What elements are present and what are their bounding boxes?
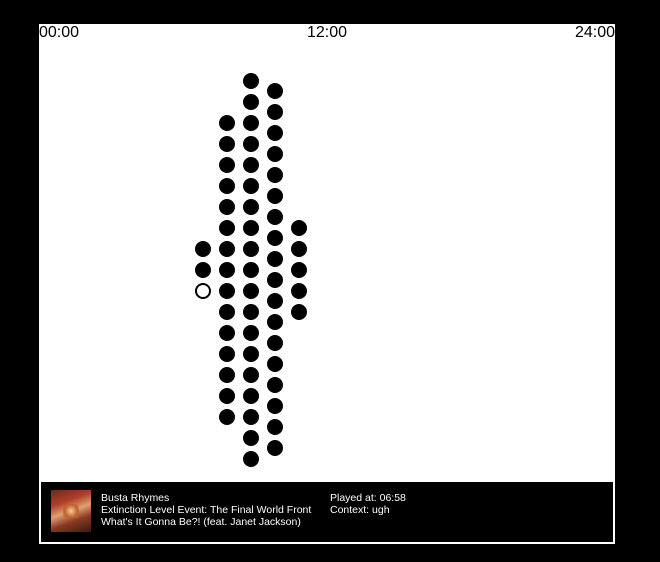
- play-dot[interactable]: [219, 388, 235, 404]
- play-dot[interactable]: [267, 188, 283, 204]
- played-at: Played at: 06:58: [330, 492, 406, 504]
- play-dot[interactable]: [195, 241, 211, 257]
- play-dot[interactable]: [243, 283, 259, 299]
- timeline-panel: 00:00 12:00 24:00 Busta Rhymes Extinctio…: [39, 24, 615, 544]
- play-dot[interactable]: [219, 220, 235, 236]
- play-dot[interactable]: [219, 304, 235, 320]
- play-dot[interactable]: [267, 104, 283, 120]
- play-dot[interactable]: [243, 325, 259, 341]
- play-dot[interactable]: [267, 83, 283, 99]
- play-dot[interactable]: [219, 367, 235, 383]
- play-dot[interactable]: [219, 325, 235, 341]
- play-dot[interactable]: [219, 136, 235, 152]
- play-dot-grid: [39, 24, 615, 480]
- play-dot[interactable]: [243, 304, 259, 320]
- play-dot[interactable]: [219, 241, 235, 257]
- play-dot[interactable]: [267, 440, 283, 456]
- play-dot[interactable]: [219, 283, 235, 299]
- play-dot[interactable]: [267, 314, 283, 330]
- play-dot[interactable]: [243, 73, 259, 89]
- play-dot[interactable]: [243, 430, 259, 446]
- play-dot[interactable]: [267, 125, 283, 141]
- play-dot[interactable]: [219, 346, 235, 362]
- track-name: What's It Gonna Be?! (feat. Janet Jackso…: [101, 516, 301, 528]
- play-dot[interactable]: [267, 209, 283, 225]
- play-dot[interactable]: [219, 115, 235, 131]
- play-dot[interactable]: [243, 262, 259, 278]
- time-label-middle: 12:00: [306, 24, 348, 41]
- album-cover-image: [51, 490, 91, 532]
- play-dot[interactable]: [243, 94, 259, 110]
- play-dot[interactable]: [267, 419, 283, 435]
- play-dot[interactable]: [243, 199, 259, 215]
- play-dot[interactable]: [219, 157, 235, 173]
- play-dot[interactable]: [243, 451, 259, 467]
- play-dot[interactable]: [267, 272, 283, 288]
- play-dot[interactable]: [291, 283, 307, 299]
- play-context: Context: ugh: [330, 504, 390, 516]
- artist-name: Busta Rhymes: [101, 492, 170, 504]
- play-dot[interactable]: [243, 178, 259, 194]
- play-dot[interactable]: [291, 241, 307, 257]
- play-dot[interactable]: [243, 241, 259, 257]
- play-dot[interactable]: [267, 167, 283, 183]
- album-name: Extinction Level Event: The Final World …: [101, 504, 312, 516]
- play-dot[interactable]: [291, 220, 307, 236]
- play-dot[interactable]: [219, 409, 235, 425]
- play-dot[interactable]: [267, 251, 283, 267]
- play-dot[interactable]: [219, 178, 235, 194]
- play-dot[interactable]: [291, 262, 307, 278]
- play-dot[interactable]: [267, 146, 283, 162]
- play-dot[interactable]: [243, 157, 259, 173]
- time-label-end: 24:00: [574, 24, 615, 41]
- play-dot-selected[interactable]: [195, 283, 211, 299]
- play-dot[interactable]: [243, 388, 259, 404]
- play-dot[interactable]: [195, 262, 211, 278]
- play-dot[interactable]: [243, 409, 259, 425]
- play-dot[interactable]: [243, 346, 259, 362]
- play-dot[interactable]: [267, 398, 283, 414]
- play-dot[interactable]: [267, 335, 283, 351]
- play-dot[interactable]: [243, 115, 259, 131]
- play-dot[interactable]: [267, 377, 283, 393]
- play-dot[interactable]: [243, 220, 259, 236]
- play-dot[interactable]: [267, 293, 283, 309]
- track-info: Busta Rhymes Extinction Level Event: The…: [101, 492, 311, 528]
- play-dot[interactable]: [219, 262, 235, 278]
- play-dot[interactable]: [243, 367, 259, 383]
- play-dot[interactable]: [243, 136, 259, 152]
- play-dot[interactable]: [291, 304, 307, 320]
- play-dot[interactable]: [267, 230, 283, 246]
- play-dot[interactable]: [219, 199, 235, 215]
- play-info: Played at: 06:58 Context: ugh: [330, 492, 406, 516]
- time-label-start: 00:00: [39, 24, 80, 41]
- now-playing-bar: Busta Rhymes Extinction Level Event: The…: [41, 482, 613, 542]
- play-dot[interactable]: [267, 356, 283, 372]
